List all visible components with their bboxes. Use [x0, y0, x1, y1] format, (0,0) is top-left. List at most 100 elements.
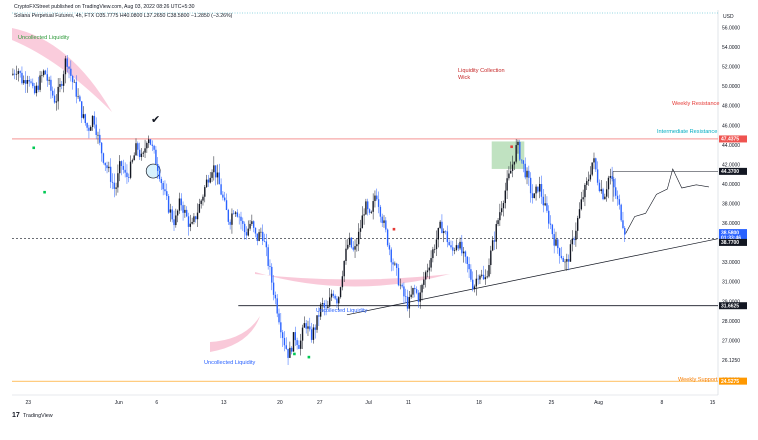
liquidity-collection-wick-line2: Wick — [458, 75, 470, 81]
weekly-support-label: Weekly Support — [678, 377, 718, 383]
candle-body — [499, 212, 501, 221]
candle-body — [332, 293, 335, 296]
candle-body — [493, 240, 496, 242]
candle-body — [368, 209, 371, 213]
candle-body — [289, 347, 291, 358]
candle-body — [482, 274, 485, 280]
green-marker — [293, 352, 296, 356]
candle-body — [249, 223, 251, 229]
candle-body — [419, 292, 421, 302]
price-tag — [719, 229, 747, 237]
price-tag — [719, 167, 747, 175]
candle-body — [345, 248, 347, 261]
red-marker — [392, 227, 396, 231]
candle-body — [506, 178, 508, 191]
candle-body — [508, 173, 510, 179]
price-tag-label: 31.6625 — [721, 304, 739, 310]
time-tick-label: 23 — [26, 400, 32, 406]
candle-body — [220, 184, 222, 195]
candle-body — [283, 337, 286, 346]
candle-body — [338, 297, 340, 304]
price-tick-label: 48.0000 — [722, 104, 740, 110]
green-marker — [32, 146, 36, 150]
candle-body — [23, 80, 25, 84]
candle-body — [50, 79, 52, 91]
candle-body — [526, 170, 528, 178]
candle-body — [457, 245, 459, 249]
candle-body — [108, 166, 110, 169]
candle-body — [596, 169, 599, 183]
candle-body — [166, 191, 168, 197]
candle-body — [28, 80, 30, 82]
candle-body — [274, 294, 277, 299]
candle-body — [336, 298, 338, 304]
candle-body — [14, 73, 16, 75]
candle-body — [68, 66, 70, 69]
candle-body — [222, 194, 224, 198]
candle-body — [528, 170, 530, 178]
candle-body — [376, 195, 378, 200]
time-tick-label: 13 — [221, 400, 227, 406]
candle-body — [359, 228, 362, 232]
candle-body — [329, 297, 331, 307]
candle-body — [151, 144, 153, 146]
candle-body — [93, 115, 96, 125]
symbol-line: Solana Perpetual Futures, 4h, FTX O35.77… — [14, 13, 233, 19]
candle-body — [185, 209, 188, 217]
candle-body — [529, 177, 532, 194]
candle-body — [537, 186, 539, 192]
candle-body — [272, 282, 275, 295]
publisher-line: CryptoFXStreet published on TradingView.… — [14, 4, 195, 10]
candle-body — [357, 231, 360, 245]
price-tag — [719, 377, 747, 385]
time-tick-label: Jul — [365, 400, 371, 406]
candle-body — [180, 198, 182, 206]
candle-body — [385, 220, 387, 230]
candle-body — [243, 223, 246, 233]
candle-body — [251, 221, 253, 224]
candle-body — [546, 203, 548, 211]
candle-body — [354, 246, 356, 250]
price-tick-label: 44.0000 — [722, 143, 740, 149]
candle-body — [140, 153, 143, 158]
candle-body — [439, 221, 441, 228]
candle-body — [53, 95, 56, 103]
candle-body — [441, 221, 443, 234]
candle-body — [392, 262, 394, 265]
candle-body — [173, 219, 175, 226]
price-tick-label: 56.0000 — [722, 26, 740, 32]
candle-body — [120, 161, 123, 167]
price-tag-label: 01:33:46 — [721, 235, 741, 241]
candle-body — [142, 152, 144, 154]
candle-body — [265, 241, 268, 248]
candle-body — [310, 329, 313, 340]
candle-body — [113, 182, 115, 189]
candle-body — [361, 215, 363, 229]
candle-body — [213, 165, 215, 173]
candle-body — [502, 203, 505, 209]
candle-body — [377, 199, 380, 207]
candle-body — [138, 149, 141, 158]
candle-body — [158, 170, 161, 179]
price-tag — [719, 302, 747, 310]
candle-body — [613, 179, 615, 188]
candle-body — [370, 211, 373, 213]
candle-body — [600, 189, 602, 192]
candle-body — [383, 220, 385, 223]
candle-body — [37, 85, 39, 90]
candle-body — [287, 348, 289, 358]
price-tag-label: 38.5800 — [721, 230, 739, 236]
candle-body — [200, 200, 202, 204]
candle-body — [307, 326, 309, 329]
candle-body — [104, 162, 106, 166]
candle-body — [582, 197, 584, 200]
candle-body — [450, 245, 452, 248]
candle-body — [26, 80, 29, 84]
price-tag — [719, 234, 747, 242]
candle-body — [475, 278, 478, 287]
candle-body — [256, 233, 258, 241]
candle-body — [571, 238, 573, 245]
candle-body — [341, 276, 344, 288]
time-tick-label: 8 — [660, 400, 663, 406]
candle-body — [473, 286, 476, 290]
